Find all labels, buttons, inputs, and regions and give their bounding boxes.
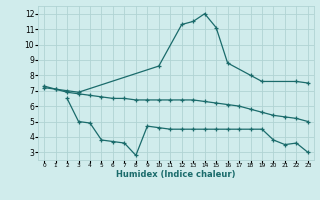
X-axis label: Humidex (Indice chaleur): Humidex (Indice chaleur) (116, 170, 236, 179)
